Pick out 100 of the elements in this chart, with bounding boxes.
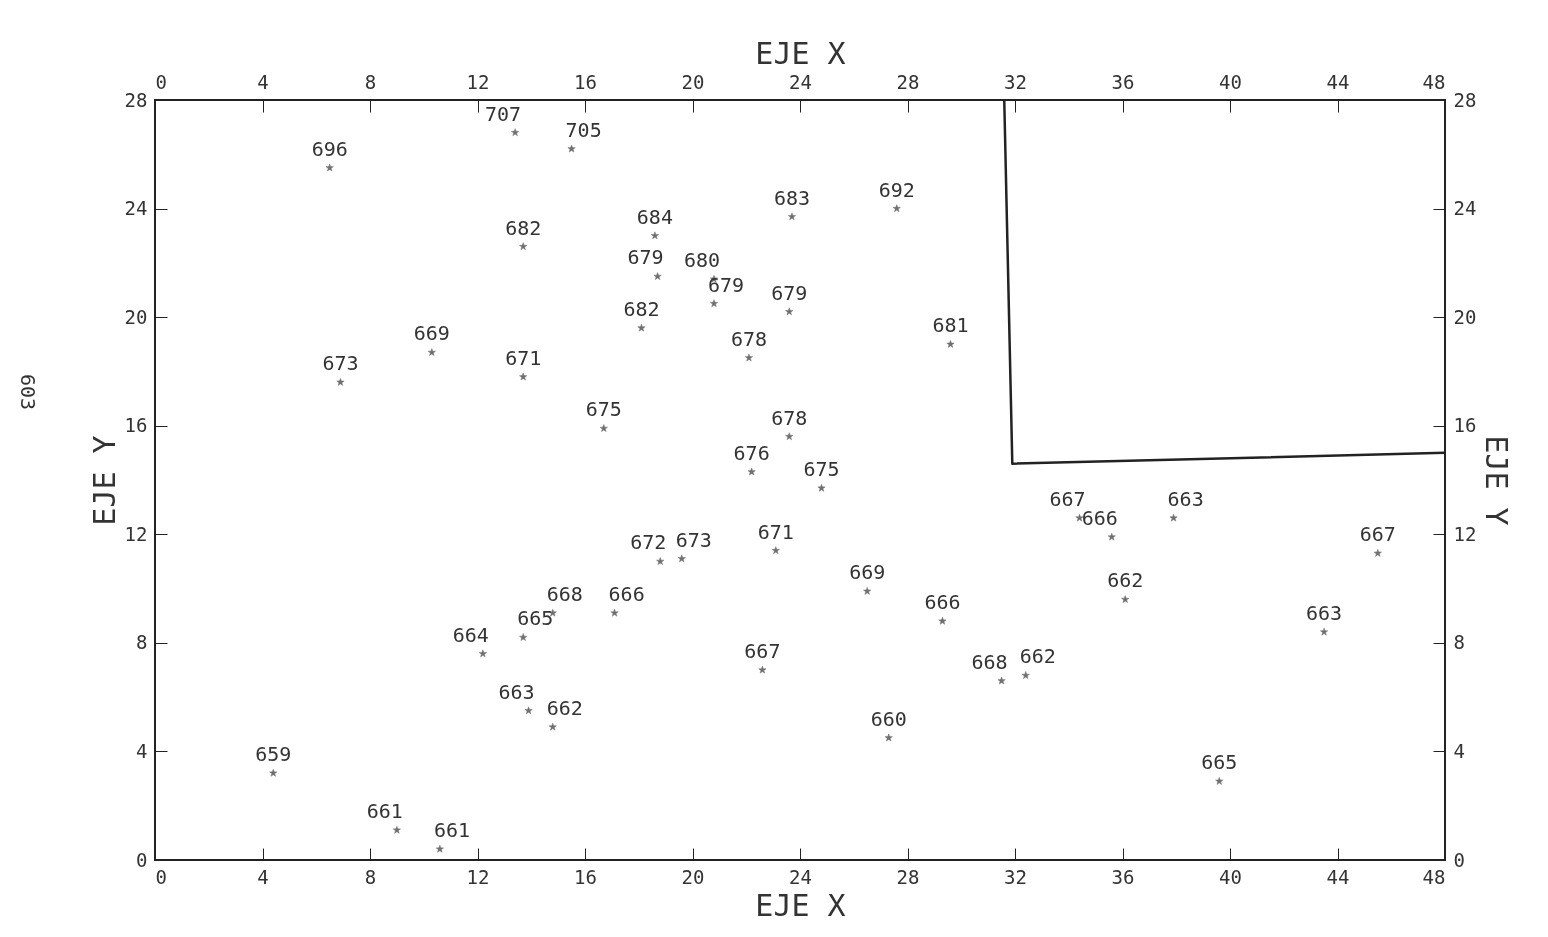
point (567, 144, 576, 153)
x2-tick-label: 12 (466, 70, 490, 93)
point (656, 557, 665, 565)
point (519, 372, 528, 381)
annotation: 668 (546, 582, 583, 606)
x-tick-label: 36 (1111, 865, 1135, 888)
x2-tick-label: 16 (574, 70, 597, 93)
point (269, 769, 278, 777)
point (610, 608, 619, 617)
y2-tick-label: 24 (1453, 197, 1477, 220)
y-tick-label: 24 (124, 197, 148, 220)
point (435, 845, 444, 853)
point (785, 307, 794, 316)
annotation: 707 (485, 101, 522, 126)
point (1021, 671, 1030, 679)
x-tick-label: 0 (155, 865, 167, 888)
point (599, 424, 608, 432)
point (427, 348, 436, 356)
annotation: 666 (608, 582, 645, 606)
y-tick-label: 20 (124, 305, 148, 328)
annotation: 679 (708, 272, 745, 297)
y2-tick-label: 0 (1453, 848, 1465, 871)
annotation: 662 (1019, 644, 1056, 669)
x2-axis-title: EJE X (755, 35, 846, 71)
point (745, 353, 753, 362)
y-tick-label: 12 (124, 522, 148, 545)
annotation: 667 (744, 639, 781, 663)
annotation: 666 (924, 590, 961, 615)
annotation: 672 (630, 530, 667, 555)
x2-tick-label: 4 (257, 70, 269, 93)
point (511, 128, 520, 136)
annotation: 665 (1201, 750, 1238, 775)
x2-tick-label: 48 (1422, 70, 1446, 93)
annotation: 662 (546, 696, 583, 720)
point (788, 212, 796, 221)
y2-tick-label: 20 (1453, 305, 1477, 328)
annotation: 673 (675, 527, 712, 552)
point (710, 299, 718, 307)
x-tick-label: 20 (681, 865, 705, 888)
annotation: 679 (627, 245, 664, 270)
point (325, 163, 334, 172)
point (771, 546, 780, 554)
point (863, 587, 872, 595)
point (336, 378, 345, 386)
point (938, 617, 947, 625)
point (1107, 532, 1116, 541)
y2-tick-label: 4 (1453, 739, 1465, 762)
point (817, 484, 826, 492)
x-tick-label: 8 (364, 865, 377, 888)
point (1121, 595, 1130, 603)
point (519, 242, 528, 250)
annotation: 681 (932, 313, 969, 338)
annotation: 673 (322, 351, 359, 376)
annotation: 664 (452, 622, 489, 647)
y2-tick-label: 8 (1453, 631, 1465, 654)
x-tick-label: 16 (574, 865, 597, 888)
x-axis-title: EJE X (755, 887, 846, 923)
y-tick-label: 8 (136, 631, 148, 654)
annotation: 669 (849, 560, 886, 585)
point (392, 826, 401, 834)
annotation: 705 (565, 117, 602, 142)
annotation: 679 (771, 280, 808, 305)
annotation: 676 (733, 440, 770, 465)
point (653, 272, 662, 280)
annotation: 661 (433, 818, 470, 843)
point (892, 204, 901, 212)
point (650, 231, 659, 240)
annotation: 667 (1359, 522, 1396, 547)
annotation: 696 (311, 136, 348, 161)
point (478, 649, 487, 658)
y-tick-label: 28 (124, 88, 148, 111)
point (758, 665, 767, 674)
point (1373, 549, 1382, 557)
x2-tick-label: 32 (1004, 70, 1027, 93)
x-tick-label: 4 (257, 865, 269, 888)
point (747, 467, 756, 476)
annotation: 678 (771, 405, 808, 430)
point (1169, 513, 1178, 522)
annotation: 663 (1306, 601, 1343, 625)
point (524, 706, 533, 715)
annotation: 665 (517, 606, 554, 631)
point (637, 323, 646, 332)
x2-tick-label: 28 (896, 70, 920, 93)
y-axis-title: EJE Y (86, 435, 122, 526)
y2-axis-title: EJE Y (1479, 435, 1515, 526)
annotation: 663 (498, 679, 535, 704)
y-tick-label: 0 (136, 848, 148, 871)
annotation: 692 (878, 177, 915, 202)
x2-tick-label: 36 (1111, 70, 1135, 93)
point (677, 554, 686, 563)
point (548, 722, 557, 731)
annotation: 661 (366, 799, 403, 824)
point (1215, 777, 1224, 785)
x-tick-label: 24 (789, 865, 812, 888)
point (519, 633, 528, 641)
point (884, 733, 893, 742)
point (946, 340, 955, 348)
annotation: 683 (773, 185, 810, 210)
annotation: 663 (1167, 487, 1204, 511)
annotation: 675 (803, 457, 840, 482)
